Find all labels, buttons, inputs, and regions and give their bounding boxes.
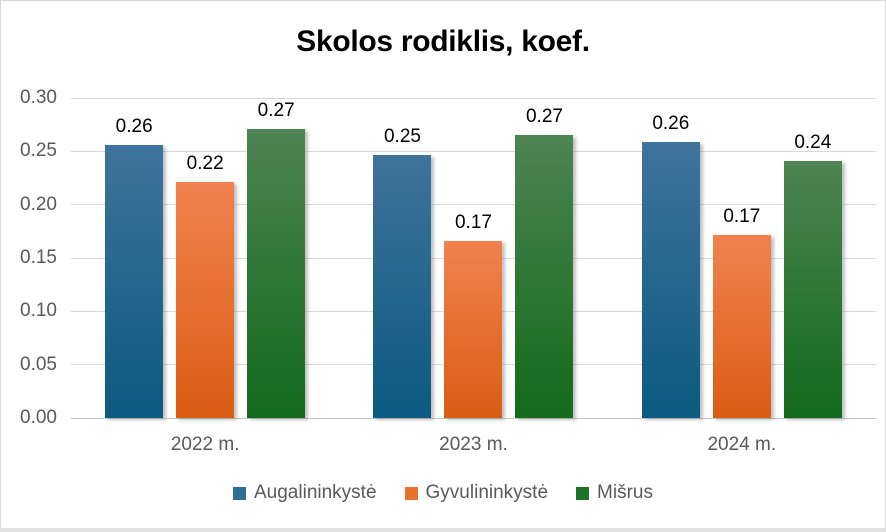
bar-value-label: 0.26 — [652, 112, 690, 134]
bar-gyvulininkystė — [444, 240, 503, 418]
bar-augalininkystė — [373, 154, 432, 418]
bar-mišrus — [783, 160, 842, 418]
bar-column: 0.17 — [444, 98, 503, 418]
y-tick-label: 0.05 — [20, 353, 57, 375]
y-tick-label: 0.10 — [20, 300, 57, 322]
gridline — [71, 204, 876, 206]
bar-augalininkystė — [641, 141, 700, 418]
bar-column: 0.22 — [176, 98, 235, 418]
bar-value-label: 0.25 — [383, 125, 421, 147]
y-tick-label: 0.25 — [20, 140, 57, 162]
legend-label: Gyvulininkystė — [425, 482, 549, 503]
bar-group-2023m: 0.25 0.17 0.27 — [339, 98, 607, 418]
legend-swatch-icon — [576, 486, 590, 500]
legend-label: Augalininkystė — [254, 482, 377, 503]
x-tick-label: 2023 m. — [439, 434, 508, 455]
y-tick-label: 0.15 — [20, 247, 57, 268]
bar-group-2024m: 0.26 0.17 0.24 — [608, 98, 876, 418]
bar-group-2022m: 0.26 0.22 0.27 — [71, 98, 339, 418]
bar-value-label: 0.24 — [794, 131, 832, 153]
bar-gyvulininkystė — [712, 234, 771, 418]
bar-augalininkystė — [105, 144, 164, 418]
x-axis: 2022 m. 2023 m. 2024 m. — [71, 434, 876, 456]
legend-swatch-icon — [404, 486, 418, 500]
legend-label: Mišrus — [597, 482, 653, 503]
x-tick-label: 2022 m. — [170, 434, 240, 455]
legend-item: Mišrus — [576, 482, 653, 504]
bar-value-label: 0.26 — [115, 115, 153, 137]
bar-column: 0.26 — [105, 98, 164, 418]
x-tick-label: 2024 m. — [707, 434, 777, 455]
gridline — [71, 150, 876, 152]
bar-gyvulininkystė — [176, 182, 235, 418]
bar-mišrus — [515, 135, 574, 418]
x-axis-line — [71, 417, 876, 419]
bar-column: 0.17 — [712, 98, 771, 418]
legend-swatch-icon — [233, 486, 246, 500]
bar-value-label: 0.27 — [257, 99, 295, 121]
bar-column: 0.26 — [641, 98, 700, 418]
bar-column: 0.25 — [373, 98, 432, 418]
bar-value-label: 0.22 — [186, 153, 224, 175]
legend-item: Gyvulininkystė — [404, 482, 549, 504]
bar-value-label: 0.27 — [525, 106, 563, 128]
y-tick-label: 0.20 — [20, 193, 57, 215]
y-axis: 0.30 0.25 0.20 0.15 0.10 0.05 0.00 — [1, 88, 57, 428]
plot-area: 0.26 0.22 0.27 0.25 0.17 0.27 0.26 0.17 0.24 — [71, 97, 876, 419]
bar-mišrus — [247, 128, 306, 418]
legend-item: Augalininkystė — [233, 482, 377, 504]
y-tick-label: 0.30 — [20, 87, 57, 108]
bar-column: 0.24 — [783, 98, 842, 418]
bar-column: 0.27 — [515, 98, 574, 418]
gridline — [71, 97, 876, 99]
y-tick-label: 0.00 — [20, 407, 57, 428]
bar-value-label: 0.17 — [723, 205, 761, 227]
legend: Augalininkystė Gyvulininkystė Mišrus — [1, 482, 885, 504]
chart-title: Skolos rodiklis, koef. — [296, 25, 590, 58]
bar-value-label: 0.17 — [454, 211, 492, 233]
bar-column: 0.27 — [247, 98, 306, 418]
